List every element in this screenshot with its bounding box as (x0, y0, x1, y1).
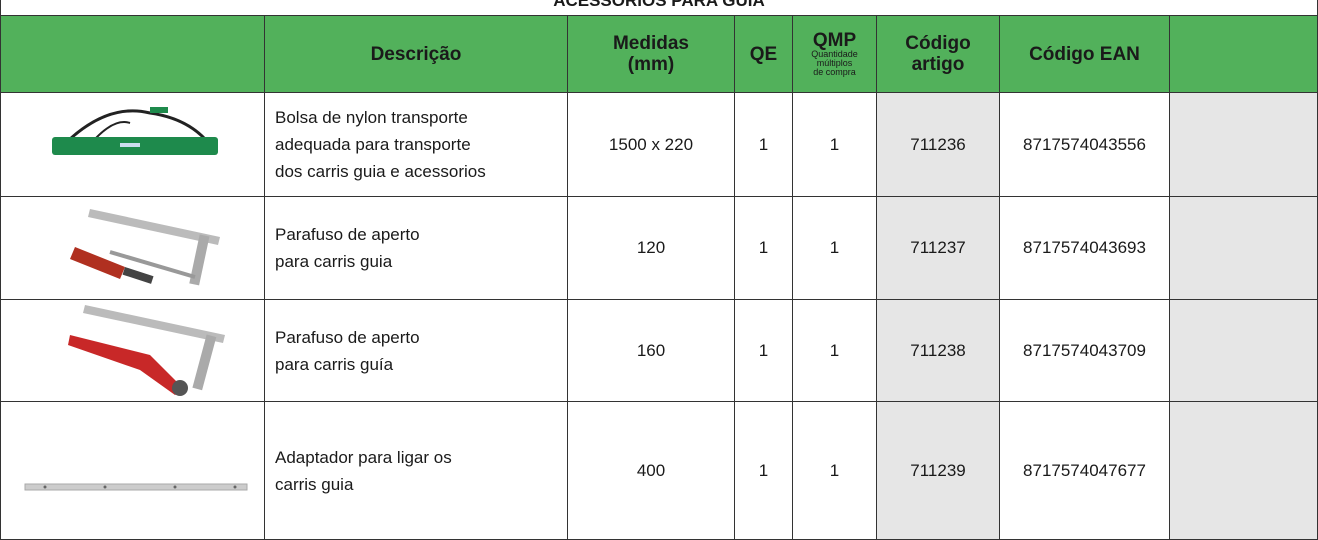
table-cell: 8717574043709 (1000, 300, 1170, 402)
table-cell: 1 (735, 300, 793, 402)
header-cell: QE (735, 16, 793, 93)
bag-image (52, 107, 218, 155)
image-cell (0, 197, 265, 300)
cell-text: 1 (758, 340, 769, 360)
header-text: QMP (812, 30, 857, 51)
table-cell: 1 (735, 402, 793, 540)
image-cell (0, 93, 265, 197)
header-cell: Descrição (265, 16, 568, 93)
table-cell: 120 (568, 197, 735, 300)
cell-text: 1 (829, 460, 840, 480)
table-cell: 711239 (877, 402, 1000, 540)
cell-text: 1 (758, 238, 769, 257)
empty-cell (1170, 197, 1318, 300)
description-line: adequada para transporte (275, 135, 471, 154)
header-text: Código (905, 33, 971, 54)
cell-text: 1 (758, 134, 769, 154)
cell-text: 1 (829, 238, 840, 257)
header-text: Descrição (370, 43, 462, 65)
table-cell: 160 (568, 300, 735, 402)
header-text: Medidas (612, 33, 690, 54)
description-line: carris guia (275, 474, 354, 494)
table-cell: 711236 (877, 93, 1000, 197)
header-text: artigo (911, 54, 965, 75)
cell-text: 160 (636, 340, 666, 360)
header-text: Código EAN (1029, 43, 1140, 65)
description-line: Parafuso de aperto (275, 327, 420, 347)
table-cell: 400 (568, 402, 735, 540)
table-cell: 8717574047677 (1000, 402, 1170, 540)
cell-text: 8717574043693 (1023, 238, 1146, 257)
title: ACESSÓRIOS PARA GUIA (553, 0, 765, 10)
description-line: Adaptador para ligar os (275, 447, 452, 467)
cell-text: 1 (829, 340, 840, 360)
empty-cell (1170, 402, 1318, 540)
header-cell (0, 16, 265, 93)
table-cell: 1 (735, 197, 793, 300)
header-cell: Código EAN (1000, 16, 1170, 93)
cell-text: 8717574043709 (1023, 340, 1146, 360)
header-cell (1170, 16, 1318, 93)
description-line: para carris guía (275, 354, 394, 374)
cell-text: 1 (829, 134, 840, 154)
table-cell: 1 (793, 300, 877, 402)
table-cell: 711237 (877, 197, 1000, 300)
description-line: Parafuso de aperto (275, 225, 420, 244)
table-cell: Parafuso de aperto para carris guía (265, 300, 568, 402)
cell-text: 711236 (910, 134, 966, 154)
header-text: Quantidade (811, 49, 858, 59)
table-cell: 8717574043556 (1000, 93, 1170, 197)
image-cell (0, 300, 265, 402)
header-text: QE (749, 43, 778, 65)
table-cell: Adaptador para ligar os carris guia (265, 402, 568, 540)
header-text: de compra (813, 67, 856, 77)
table-cell: Parafuso de aperto para carris guia (265, 197, 568, 300)
adapter-image (24, 483, 248, 491)
cell-text: 1 (758, 460, 769, 480)
cell-text: 8717574047677 (1023, 460, 1146, 480)
table-cell: 1 (793, 93, 877, 197)
table-cell: 1 (793, 402, 877, 540)
table-cell: 1 (735, 93, 793, 197)
description-line: dos carris guia e acessorios (275, 162, 486, 181)
header-cell: Medidas (mm) (568, 16, 735, 93)
empty-cell (1170, 300, 1318, 402)
cell-text: 120 (636, 238, 666, 257)
title-bar: ACESSÓRIOS PARA GUIA (0, 0, 1318, 16)
table-cell: Bolsa de nylon transporte adequada para t… (265, 93, 568, 197)
cell-text: 711237 (910, 238, 966, 257)
cell-text: 711239 (910, 460, 966, 480)
table-cell: 711238 (877, 300, 1000, 402)
cell-text: 1500 x 220 (608, 134, 694, 154)
cell-text: 400 (636, 460, 666, 480)
empty-cell (1170, 93, 1318, 197)
cell-text: 8717574043556 (1023, 134, 1146, 154)
clamp-image (68, 305, 225, 396)
table-cell: 1500 x 220 (568, 93, 735, 197)
description-line: para carris guia (275, 252, 393, 271)
cell-text: 711238 (910, 340, 966, 360)
description-line: Bolsa de nylon transporte (275, 108, 468, 127)
header-cell: Código artigo (877, 16, 1000, 93)
clamp-image (70, 209, 220, 286)
table-cell: 8717574043693 (1000, 197, 1170, 300)
header-cell: QMP Quantidade múltiplos de compra (793, 16, 877, 93)
header-text: múltiplos (816, 58, 853, 68)
table-cell: 1 (793, 197, 877, 300)
header-text: (mm) (627, 54, 675, 75)
